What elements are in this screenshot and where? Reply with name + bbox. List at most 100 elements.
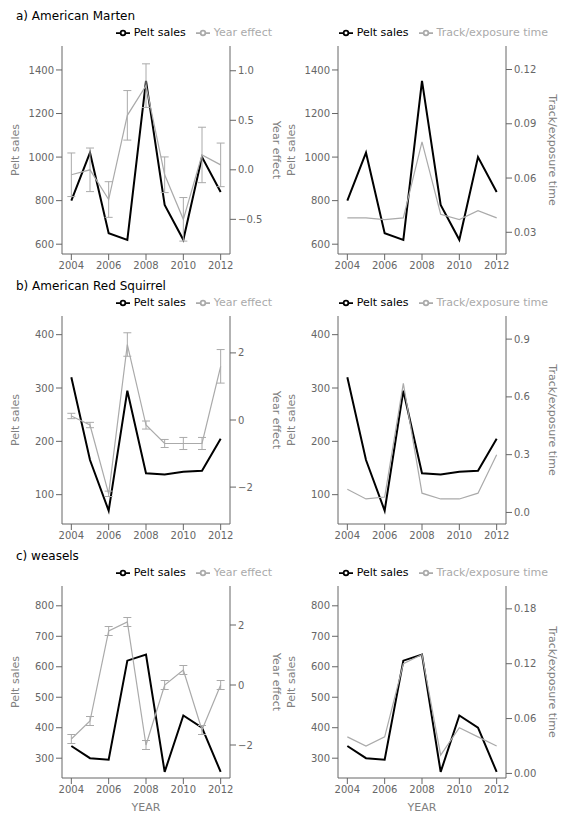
svg-text:Pelt sales: Pelt sales bbox=[9, 656, 22, 708]
svg-text:400: 400 bbox=[311, 329, 330, 340]
svg-text:500: 500 bbox=[35, 692, 54, 703]
svg-text:0.03: 0.03 bbox=[514, 227, 536, 238]
svg-text:0.12: 0.12 bbox=[514, 658, 536, 669]
svg-text:Pelt sales: Pelt sales bbox=[285, 656, 298, 708]
svg-text:−0.5: −0.5 bbox=[238, 214, 262, 225]
svg-text:0.12: 0.12 bbox=[514, 64, 536, 75]
svg-text:Year effect: Year effect bbox=[270, 652, 283, 712]
svg-text:2010: 2010 bbox=[171, 784, 196, 795]
svg-text:1400: 1400 bbox=[305, 65, 330, 76]
svg-text:600: 600 bbox=[35, 661, 54, 672]
svg-text:2006: 2006 bbox=[372, 784, 397, 795]
svg-text:700: 700 bbox=[311, 631, 330, 642]
svg-text:800: 800 bbox=[311, 195, 330, 206]
svg-text:100: 100 bbox=[311, 489, 330, 500]
html-text:c) weasels: c) weasels bbox=[16, 549, 79, 563]
svg-text:100: 100 bbox=[35, 489, 54, 500]
svg-text:0: 0 bbox=[238, 415, 244, 426]
svg-text:2006: 2006 bbox=[96, 260, 121, 271]
svg-text:2004: 2004 bbox=[335, 260, 360, 271]
svg-text:Pelt sales: Pelt sales bbox=[285, 394, 298, 446]
svg-text:Pelt sales: Pelt sales bbox=[9, 124, 22, 176]
svg-text:Pelt sales: Pelt sales bbox=[285, 124, 298, 176]
svg-text:2012: 2012 bbox=[208, 784, 233, 795]
svg-text:2004: 2004 bbox=[335, 530, 360, 541]
svg-text:1.0: 1.0 bbox=[238, 65, 254, 76]
svg-text:2008: 2008 bbox=[409, 530, 434, 541]
svg-text:2008: 2008 bbox=[409, 260, 434, 271]
svg-text:2010: 2010 bbox=[447, 784, 472, 795]
svg-text:2008: 2008 bbox=[133, 530, 158, 541]
svg-text:2004: 2004 bbox=[59, 784, 84, 795]
svg-text:800: 800 bbox=[311, 600, 330, 611]
svg-text:600: 600 bbox=[311, 661, 330, 672]
svg-text:0.0: 0.0 bbox=[514, 507, 530, 518]
svg-text:0.00: 0.00 bbox=[514, 768, 536, 779]
svg-text:800: 800 bbox=[35, 195, 54, 206]
svg-text:−2: −2 bbox=[238, 740, 253, 751]
svg-text:2008: 2008 bbox=[409, 784, 434, 795]
svg-text:300: 300 bbox=[35, 753, 54, 764]
svg-text:0.0: 0.0 bbox=[238, 164, 254, 175]
svg-text:2: 2 bbox=[238, 347, 244, 358]
svg-text:2004: 2004 bbox=[335, 784, 360, 795]
svg-text:2008: 2008 bbox=[133, 260, 158, 271]
svg-text:0.06: 0.06 bbox=[514, 713, 536, 724]
svg-text:Year effect: Year effect bbox=[270, 120, 283, 180]
svg-text:0.18: 0.18 bbox=[514, 603, 536, 614]
svg-text:Track/exposure time: Track/exposure time bbox=[546, 363, 559, 476]
svg-text:0.06: 0.06 bbox=[514, 173, 536, 184]
svg-text:0.09: 0.09 bbox=[514, 118, 536, 129]
svg-text:2012: 2012 bbox=[484, 260, 509, 271]
svg-text:700: 700 bbox=[35, 631, 54, 642]
svg-text:400: 400 bbox=[35, 722, 54, 733]
svg-text:YEAR: YEAR bbox=[407, 801, 437, 814]
svg-text:1200: 1200 bbox=[305, 108, 330, 119]
svg-text:Pelt sales: Pelt sales bbox=[9, 394, 22, 446]
html-text:a) American Marten: a) American Marten bbox=[16, 9, 136, 23]
svg-text:300: 300 bbox=[35, 383, 54, 394]
svg-text:0: 0 bbox=[238, 680, 244, 691]
svg-text:0.3: 0.3 bbox=[514, 449, 530, 460]
svg-text:300: 300 bbox=[311, 383, 330, 394]
svg-text:2: 2 bbox=[238, 620, 244, 631]
svg-text:2008: 2008 bbox=[133, 784, 158, 795]
svg-text:−2: −2 bbox=[238, 482, 253, 493]
svg-text:2004: 2004 bbox=[59, 260, 84, 271]
svg-text:2010: 2010 bbox=[447, 260, 472, 271]
svg-text:300: 300 bbox=[311, 753, 330, 764]
svg-text:200: 200 bbox=[311, 436, 330, 447]
svg-text:400: 400 bbox=[311, 722, 330, 733]
svg-text:2006: 2006 bbox=[372, 530, 397, 541]
svg-text:2012: 2012 bbox=[484, 530, 509, 541]
svg-text:400: 400 bbox=[35, 329, 54, 340]
svg-text:0.5: 0.5 bbox=[238, 115, 254, 126]
svg-text:0.9: 0.9 bbox=[514, 334, 530, 345]
svg-text:500: 500 bbox=[311, 692, 330, 703]
svg-text:YEAR: YEAR bbox=[131, 801, 161, 814]
svg-text:2006: 2006 bbox=[96, 530, 121, 541]
svg-text:600: 600 bbox=[35, 239, 54, 250]
html-text:b) American Red Squirrel: b) American Red Squirrel bbox=[16, 279, 166, 293]
svg-text:2012: 2012 bbox=[208, 530, 233, 541]
svg-text:Track/exposure time: Track/exposure time bbox=[546, 625, 559, 738]
svg-text:200: 200 bbox=[35, 436, 54, 447]
svg-text:2012: 2012 bbox=[484, 784, 509, 795]
svg-text:1000: 1000 bbox=[305, 152, 330, 163]
svg-text:600: 600 bbox=[311, 239, 330, 250]
svg-text:1200: 1200 bbox=[29, 108, 54, 119]
svg-text:2006: 2006 bbox=[372, 260, 397, 271]
svg-text:0.6: 0.6 bbox=[514, 391, 530, 402]
svg-text:1000: 1000 bbox=[29, 152, 54, 163]
svg-text:800: 800 bbox=[35, 600, 54, 611]
svg-text:2004: 2004 bbox=[59, 530, 84, 541]
svg-text:Year effect: Year effect bbox=[270, 390, 283, 450]
svg-text:Track/exposure time: Track/exposure time bbox=[546, 93, 559, 206]
svg-text:2010: 2010 bbox=[447, 530, 472, 541]
svg-text:2010: 2010 bbox=[171, 260, 196, 271]
html-text:Pelt sales: Pelt sales bbox=[133, 26, 186, 39]
svg-text:2012: 2012 bbox=[208, 260, 233, 271]
svg-text:2010: 2010 bbox=[171, 530, 196, 541]
svg-text:1400: 1400 bbox=[29, 65, 54, 76]
svg-text:2006: 2006 bbox=[96, 784, 121, 795]
